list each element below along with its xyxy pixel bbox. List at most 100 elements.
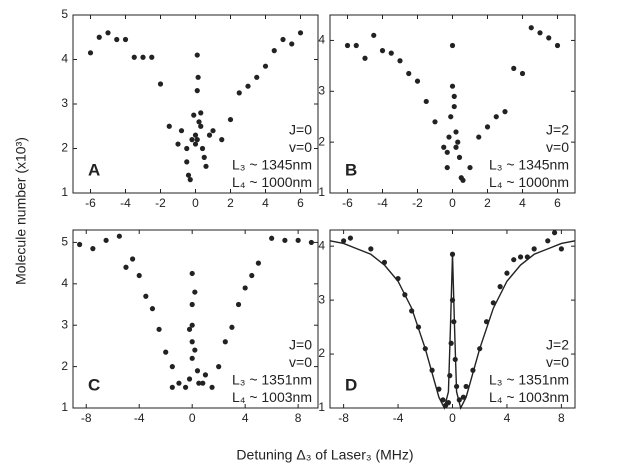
panel-note: L₃ ~ 1351nm — [232, 372, 312, 388]
data-point — [554, 42, 561, 49]
x-tick-label: 6 — [554, 196, 561, 210]
data-point — [447, 373, 453, 379]
x-tick-label: 4 — [504, 411, 511, 425]
data-point — [254, 74, 260, 80]
data-point — [289, 41, 295, 47]
data-point — [105, 30, 111, 36]
data-point — [551, 230, 558, 236]
data-point — [463, 383, 469, 390]
data-point — [432, 119, 438, 125]
x-tick-label: 2 — [227, 196, 234, 210]
y-tick-label: 1 — [61, 185, 68, 199]
data-point — [189, 301, 195, 308]
data-point — [517, 254, 524, 260]
panel-note: J=2 — [546, 122, 569, 138]
data-point — [476, 134, 482, 140]
data-point — [194, 137, 200, 143]
data-point — [96, 34, 102, 40]
plot-frame — [72, 229, 319, 409]
data-point — [368, 246, 374, 252]
y-tick-label: 2 — [61, 141, 68, 155]
data-point — [362, 55, 368, 61]
data-point — [371, 32, 377, 38]
data-point — [194, 368, 201, 374]
x-tick-label: 2 — [484, 196, 491, 210]
x-tick-label: -6 — [85, 196, 96, 210]
panel-letter: B — [345, 160, 357, 179]
data-point — [156, 326, 162, 332]
data-point — [191, 112, 197, 118]
panel-note: v=0 — [289, 354, 312, 370]
data-point — [448, 114, 454, 120]
x-tick-label: 4 — [242, 411, 249, 425]
x-tick-label: -8 — [81, 411, 92, 425]
panel-note: v=0 — [546, 139, 569, 155]
data-point — [219, 137, 225, 143]
x-tick-label: 0 — [449, 411, 456, 425]
data-point — [397, 58, 403, 64]
panel-note: L₄ ~ 1000nm — [232, 174, 312, 190]
data-point — [531, 246, 537, 252]
x-tick-label: -2 — [155, 196, 166, 210]
y-tick-label: 1 — [318, 185, 325, 199]
data-point — [209, 384, 215, 390]
data-point — [157, 81, 164, 87]
data-point — [202, 372, 209, 378]
y-tick-label: 5 — [61, 7, 68, 21]
data-point — [528, 25, 534, 31]
data-point — [116, 233, 122, 239]
data-point — [194, 52, 200, 58]
panel-note: v=0 — [546, 354, 569, 370]
data-point — [176, 380, 182, 386]
data-point — [187, 177, 193, 183]
panel-letter: D — [345, 375, 357, 394]
data-point — [379, 48, 386, 54]
y-tick-label: 1 — [318, 400, 325, 414]
data-point — [280, 36, 286, 43]
data-point — [143, 293, 149, 299]
data-point — [453, 144, 459, 150]
y-tick-label: 4 — [61, 52, 68, 66]
panel-note: L₄ ~ 1003nm — [232, 389, 312, 405]
data-point — [189, 339, 195, 345]
data-point — [227, 116, 234, 123]
x-tick-label: 4 — [262, 196, 269, 210]
data-point — [341, 238, 347, 244]
panel-note: J=2 — [546, 337, 569, 353]
data-point — [297, 30, 304, 36]
x-tick-label: -8 — [338, 411, 349, 425]
data-point — [456, 154, 463, 160]
panel-note: L₃ ~ 1351nm — [489, 372, 569, 388]
data-point — [229, 324, 235, 330]
x-tick-label: -4 — [134, 411, 145, 425]
y-tick-label: 3 — [61, 96, 68, 110]
x-tick-label: 8 — [295, 411, 302, 425]
panel-note: L₃ ~ 1345nm — [232, 157, 312, 173]
data-point — [451, 93, 457, 99]
data-point — [519, 70, 526, 77]
panel-note: v=0 — [289, 139, 312, 155]
data-point — [502, 109, 508, 115]
data-point — [203, 163, 209, 169]
data-point — [453, 129, 459, 135]
data-point — [445, 400, 452, 406]
data-point — [344, 42, 351, 49]
x-tick-label: -4 — [120, 196, 131, 210]
data-point — [249, 272, 255, 279]
data-point — [103, 237, 109, 243]
data-point — [166, 123, 172, 129]
y-tick-label: 2 — [318, 346, 325, 360]
x-tick-label: -2 — [412, 196, 423, 210]
y-axis-label: Molecule number (x10³) — [13, 137, 29, 285]
data-point — [245, 83, 251, 89]
x-tick-label: 0 — [192, 196, 199, 210]
data-point — [235, 301, 242, 308]
data-point — [90, 246, 96, 252]
data-point — [185, 172, 192, 178]
fit-line — [329, 240, 576, 410]
x-axis-label: Detuning Δ₃ of Laser₃ (MHz) — [236, 447, 413, 463]
data-point — [242, 285, 248, 291]
data-point — [131, 54, 137, 60]
data-point — [186, 326, 193, 332]
